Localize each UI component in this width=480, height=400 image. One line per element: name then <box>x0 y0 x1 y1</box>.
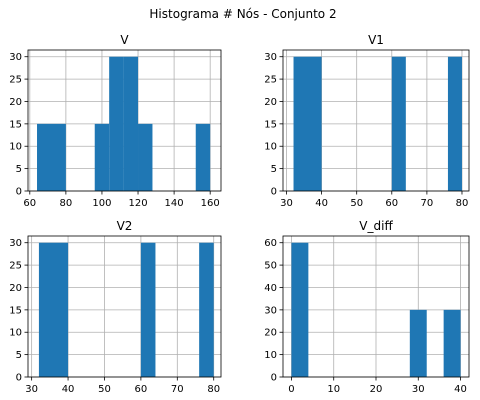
y-tick-label: 20 <box>9 97 22 108</box>
y-tick-label: 5 <box>16 164 22 175</box>
x-tick-label: 10 <box>327 384 340 395</box>
axes-frame <box>27 235 222 378</box>
histogram-bar <box>409 309 427 377</box>
y-tick-label: 25 <box>264 75 277 86</box>
axes-frame <box>282 49 470 192</box>
y-tick-label: 20 <box>264 328 277 339</box>
x-tick-label: 30 <box>280 198 293 209</box>
y-tick-label: 10 <box>9 142 22 153</box>
y-tick-label: 40 <box>264 283 277 294</box>
y-tick-label: 10 <box>264 142 277 153</box>
x-tick-label: 40 <box>62 384 75 395</box>
y-tick-label: 10 <box>264 350 277 361</box>
x-tick-label: 20 <box>370 384 383 395</box>
subplot-title: V <box>120 33 129 47</box>
y-tick-label: 30 <box>264 305 277 316</box>
subplot-title: V_diff <box>359 219 393 233</box>
subplot-4: V_diff 0 10 20 30 40 50 60 0 10 20 30 40 <box>264 219 470 395</box>
y-tick-label: 20 <box>264 97 277 108</box>
histogram-bar <box>109 56 124 191</box>
y-tick-label: 30 <box>264 52 277 63</box>
y-tick-label: 15 <box>9 119 22 130</box>
histogram-bar <box>199 242 214 377</box>
y-tick-label: 15 <box>9 305 22 316</box>
y-tick-label: 50 <box>264 261 277 272</box>
x-tick-label: 40 <box>454 384 467 395</box>
x-tick-label: 80 <box>456 198 469 209</box>
x-tick-label: 80 <box>60 198 73 209</box>
y-tick-label: 5 <box>271 164 277 175</box>
y-tick-label: 0 <box>271 373 277 384</box>
x-tick-label: 140 <box>165 198 184 209</box>
y-tick-label: 0 <box>16 373 22 384</box>
subplot-2: V1 0 5 10 15 20 25 30 30 40 50 60 70 80 <box>264 33 470 209</box>
subplot-title: V1 <box>368 33 384 47</box>
axes-frame <box>27 49 222 192</box>
x-tick-label: 60 <box>385 198 398 209</box>
histogram-bar <box>391 56 406 191</box>
x-tick-label: 60 <box>135 384 148 395</box>
y-tick-label: 10 <box>9 328 22 339</box>
y-tick-label: 0 <box>271 187 277 198</box>
x-tick-label: 70 <box>421 198 434 209</box>
histogram-bar <box>195 123 211 191</box>
y-tick-label: 30 <box>9 52 22 63</box>
x-tick-label: 160 <box>201 198 220 209</box>
histogram-bar <box>443 309 461 377</box>
x-tick-label: 0 <box>288 384 294 395</box>
histogram-bar <box>38 242 69 377</box>
y-tick-label: 25 <box>9 75 22 86</box>
histogram-bar <box>138 123 153 191</box>
x-tick-label: 40 <box>315 198 328 209</box>
histogram-bar <box>447 56 462 191</box>
x-tick-label: 30 <box>25 384 38 395</box>
x-tick-label: 80 <box>207 384 220 395</box>
histogram-bar <box>37 123 66 191</box>
x-tick-label: 60 <box>23 198 36 209</box>
y-tick-label: 15 <box>264 119 277 130</box>
x-tick-label: 120 <box>128 198 147 209</box>
x-tick-label: 100 <box>92 198 111 209</box>
x-tick-label: 70 <box>171 384 184 395</box>
y-tick-label: 5 <box>16 350 22 361</box>
histogram-bar <box>123 56 139 191</box>
histogram-bar <box>94 123 110 191</box>
subplot-3: V2 0 5 10 15 20 25 30 30 40 50 60 70 80 <box>9 219 222 395</box>
y-tick-label: 0 <box>16 187 22 198</box>
x-tick-label: 30 <box>412 384 425 395</box>
histogram-bar <box>291 242 309 377</box>
y-tick-label: 30 <box>9 238 22 249</box>
subplot-1: V 0 5 10 15 20 25 30 60 80 100 120 140 160 <box>9 33 222 209</box>
x-tick-label: 50 <box>350 198 363 209</box>
figure-title: Histograma # Nós - Conjunto 2 <box>149 7 336 21</box>
y-tick-label: 20 <box>9 283 22 294</box>
x-tick-label: 50 <box>98 384 111 395</box>
subplot-title: V2 <box>117 219 133 233</box>
y-tick-label: 60 <box>264 238 277 249</box>
y-tick-label: 25 <box>9 261 22 272</box>
histogram-bar <box>293 56 322 191</box>
histogram-bar <box>140 242 156 377</box>
